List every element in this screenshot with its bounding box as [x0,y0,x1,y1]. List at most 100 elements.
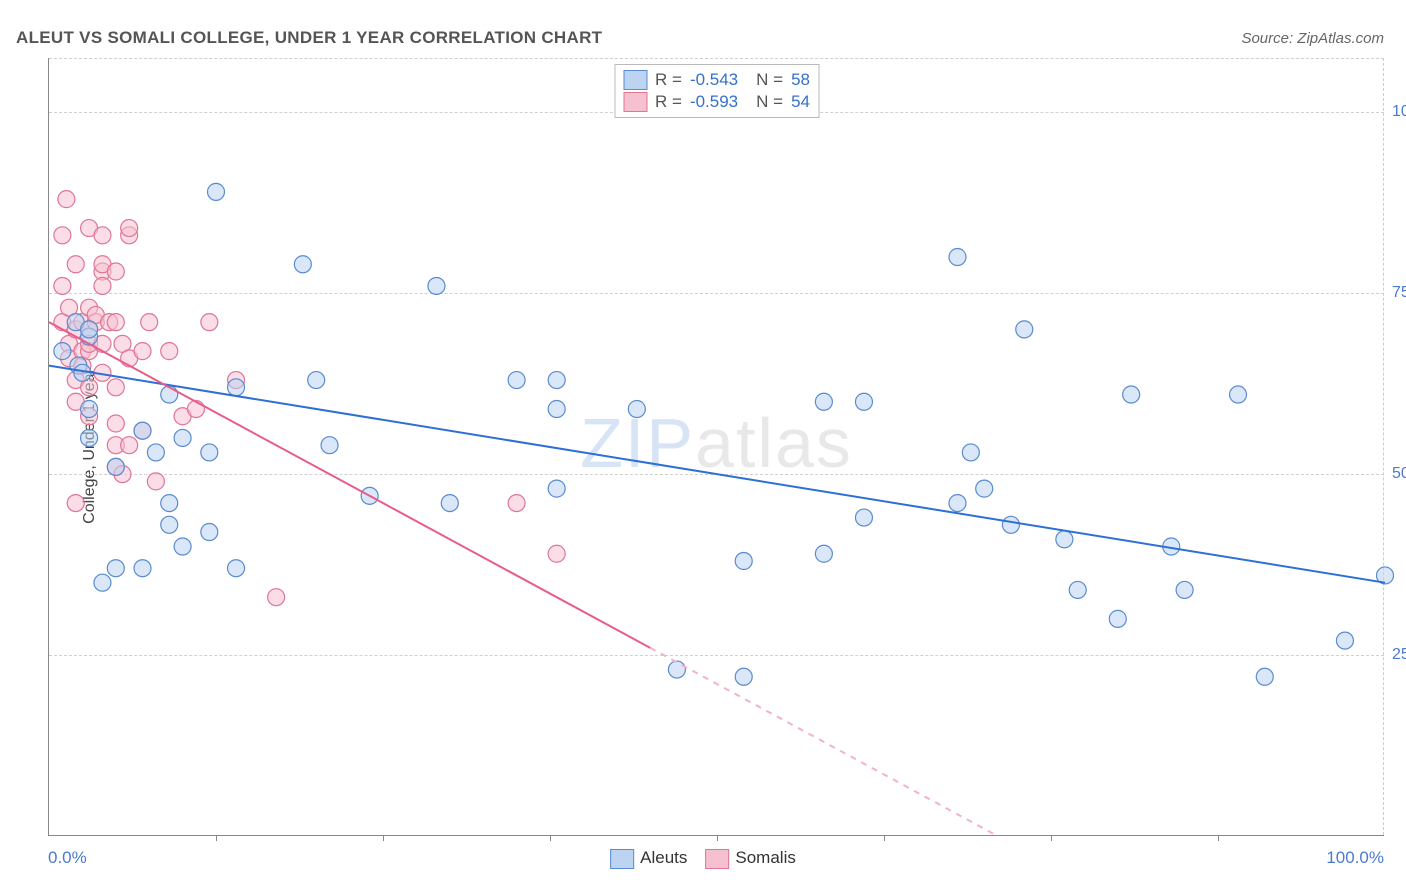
aleuts-point [668,661,685,678]
aleuts-point [294,256,311,273]
r-value: -0.543 [690,70,738,90]
aleuts-point [628,401,645,418]
aleuts-point [976,480,993,497]
chart-title: ALEUT VS SOMALI COLLEGE, UNDER 1 YEAR CO… [16,28,602,48]
x-axis-min-label: 0.0% [48,848,87,868]
somalis-point [107,263,124,280]
aleuts-point [308,372,325,389]
aleuts-point [174,429,191,446]
aleuts-point [855,509,872,526]
x-tick [216,835,217,841]
aleuts-point [1256,668,1273,685]
scatter-svg [49,58,1384,835]
aleuts-point [174,538,191,555]
aleuts-point [161,495,178,512]
y-tick-label: 100.0% [1392,103,1406,121]
somalis-point [54,277,71,294]
aleuts-point [81,429,98,446]
aleuts-point [1069,581,1086,598]
aleuts-point [815,393,832,410]
somalis-point [121,220,138,237]
n-label: N = [756,92,783,112]
aleuts-point [1109,610,1126,627]
aleuts-point [548,480,565,497]
aleuts-point [201,444,218,461]
x-tick [1051,835,1052,841]
somalis-point [187,401,204,418]
x-tick [550,835,551,841]
stats-legend: R = -0.543 N = 58R = -0.593 N = 54 [614,64,819,118]
somalis-point [58,191,75,208]
aleuts-point [949,249,966,266]
somalis-point [121,437,138,454]
plot-area: ZIPatlas 25.0%50.0%75.0%100.0% R =-0.543… [48,58,1384,836]
aleuts-trendline [49,366,1385,583]
somalis-point [134,343,151,360]
aleuts-swatch-icon [610,849,634,869]
aleuts-point [1056,531,1073,548]
y-tick-label: 50.0% [1392,465,1406,483]
somalis-point [67,256,84,273]
somalis-point [201,314,218,331]
aleuts-point [81,401,98,418]
somalis-trendline-extrapolated [650,648,997,836]
aleuts-point [107,458,124,475]
aleuts-point [735,668,752,685]
x-axis-max-label: 100.0% [1326,848,1384,868]
aleuts-point [201,524,218,541]
n-label: N = [756,70,783,90]
somalis-point [54,227,71,244]
aleuts-point [1123,386,1140,403]
aleuts-point [208,183,225,200]
aleuts-point [161,386,178,403]
series-legend: Aleuts Somalis [610,848,796,869]
aleuts-point [548,372,565,389]
aleuts-swatch [623,70,647,90]
aleuts-point [1016,321,1033,338]
aleuts-point [1002,516,1019,533]
somalis-point [147,473,164,490]
aleuts-point [735,552,752,569]
aleuts-point [107,560,124,577]
source-attribution: Source: ZipAtlas.com [1241,30,1384,47]
somalis-point [107,415,124,432]
somalis-swatch [623,92,647,112]
aleuts-point [855,393,872,410]
aleuts-point [508,372,525,389]
aleuts-point [1176,581,1193,598]
aleuts-point [1230,386,1247,403]
somalis-point [107,379,124,396]
somalis-point [94,277,111,294]
aleuts-point [134,560,151,577]
aleuts-point [815,545,832,562]
n-value: 58 [791,70,810,90]
aleuts-point [147,444,164,461]
aleuts-point [428,277,445,294]
legend-item-somalis: Somalis [705,848,795,869]
r-value: -0.593 [690,92,738,112]
somalis-point [67,495,84,512]
stats-row-somalis: R =-0.593N =54 [623,91,810,113]
somalis-point [161,343,178,360]
aleuts-point [94,574,111,591]
stats-row-aleuts: R = -0.543 N = 58 [623,69,810,91]
somalis-point [94,227,111,244]
x-tick [383,835,384,841]
aleuts-point [1336,632,1353,649]
correlation-chart: ALEUT VS SOMALI COLLEGE, UNDER 1 YEAR CO… [0,0,1406,892]
somalis-point [141,314,158,331]
aleuts-point [962,444,979,461]
x-tick [717,835,718,841]
aleuts-point [134,422,151,439]
aleuts-point [228,379,245,396]
y-tick-label: 75.0% [1392,284,1406,302]
aleuts-point [321,437,338,454]
r-label: R = [655,70,682,90]
somalis-point [548,545,565,562]
aleuts-point [441,495,458,512]
aleuts-point [54,343,71,360]
n-value: 54 [791,92,810,112]
somalis-swatch-icon [705,849,729,869]
legend-item-aleuts: Aleuts [610,848,687,869]
x-tick [1218,835,1219,841]
